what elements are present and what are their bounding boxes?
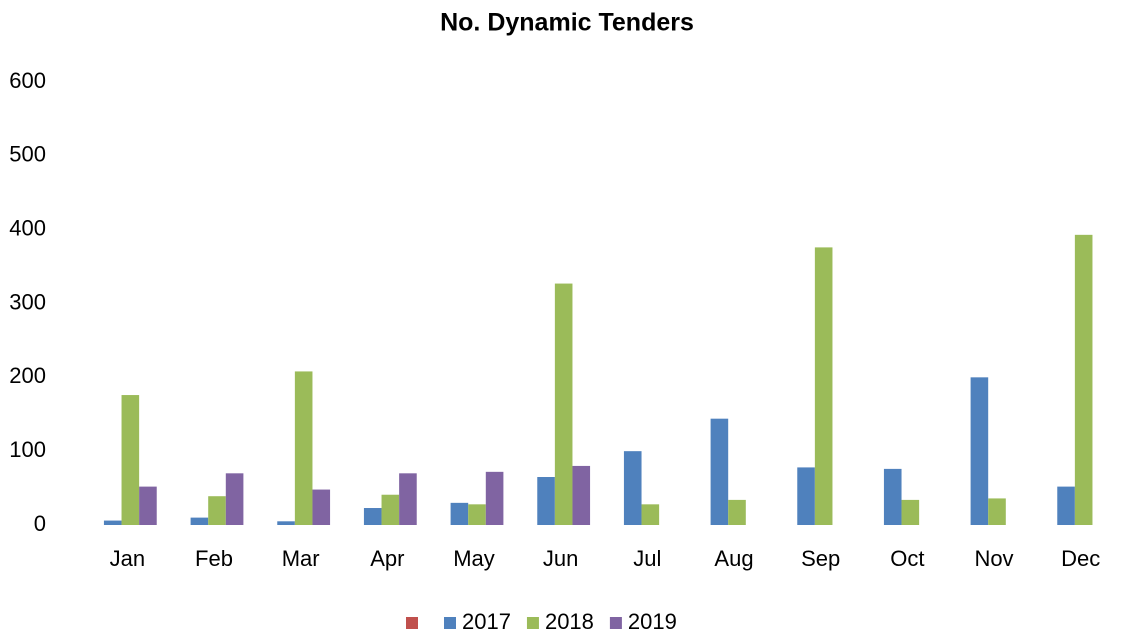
legend-swatch — [444, 617, 456, 629]
bar — [901, 499, 920, 525]
y-tick-label: 100 — [9, 437, 46, 462]
legend-swatch — [609, 617, 622, 629]
bar — [277, 521, 295, 525]
legend-swatch — [406, 617, 418, 629]
legend-label: 2017 — [462, 609, 511, 634]
y-tick-label: 300 — [9, 289, 46, 314]
bar — [294, 371, 313, 525]
x-tick-label: Nov — [974, 546, 1013, 571]
bar — [728, 499, 746, 525]
bar — [139, 486, 157, 525]
bar — [312, 489, 331, 525]
x-tick-label: Mar — [282, 546, 320, 571]
bar — [710, 418, 729, 525]
legend-label: 2019 — [628, 609, 677, 634]
bar — [970, 377, 989, 525]
y-tick-label: 0 — [34, 511, 46, 536]
bar — [554, 283, 573, 525]
bar — [485, 471, 504, 525]
bar — [363, 508, 382, 525]
bar — [1074, 234, 1093, 525]
legend-swatch — [526, 617, 539, 629]
bar — [797, 467, 815, 525]
x-tick-label: Jul — [633, 546, 661, 571]
bar — [883, 468, 902, 525]
x-tick-label: Aug — [714, 546, 753, 571]
bar — [537, 477, 555, 525]
bar — [450, 502, 469, 525]
bar — [121, 395, 140, 525]
y-tick-label: 600 — [9, 68, 46, 93]
bar — [641, 504, 660, 525]
x-tick-label: Jun — [543, 546, 578, 571]
bar — [1057, 486, 1075, 525]
x-tick-label: Sep — [801, 546, 840, 571]
bar — [208, 496, 226, 525]
bar — [988, 498, 1006, 525]
x-tick-label: Dec — [1061, 546, 1100, 571]
x-tick-label: Apr — [370, 546, 404, 571]
bar — [225, 473, 244, 525]
bar — [572, 465, 591, 525]
bar — [103, 520, 122, 525]
bar — [190, 517, 209, 525]
x-tick-label: Jan — [110, 546, 145, 571]
bar — [381, 494, 400, 525]
x-tick-label: Oct — [890, 546, 924, 571]
y-tick-label: 200 — [9, 363, 46, 388]
y-tick-label: 500 — [9, 142, 46, 167]
bar — [623, 451, 642, 525]
y-tick-label: 400 — [9, 215, 46, 240]
bar — [468, 504, 486, 525]
bar — [814, 247, 833, 526]
legend-label: 2018 — [545, 609, 594, 634]
x-tick-label: May — [453, 546, 495, 571]
x-tick-label: Feb — [195, 546, 233, 571]
chart-title: No. Dynamic Tenders — [440, 9, 694, 37]
bar — [399, 473, 417, 525]
